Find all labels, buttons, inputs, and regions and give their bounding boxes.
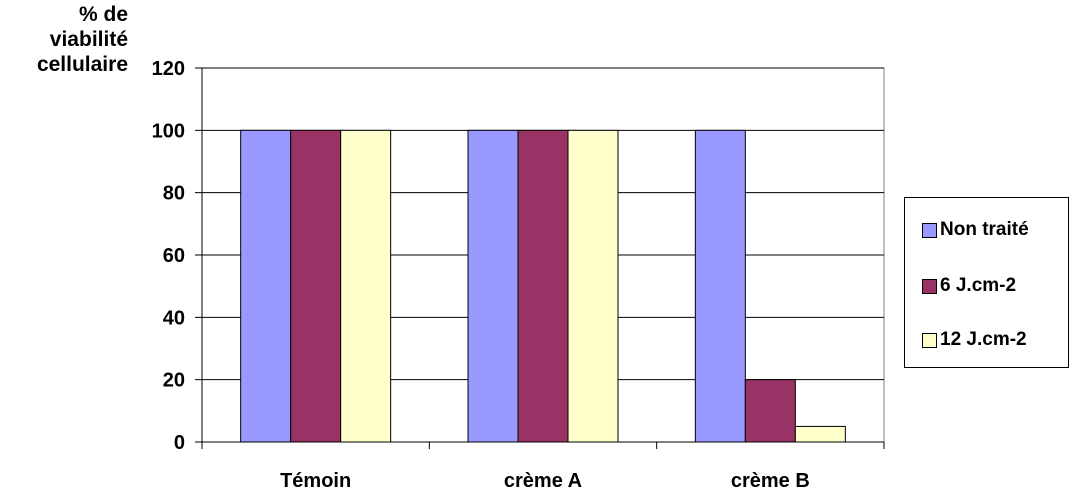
legend: Non traité 6 J.cm-2 12 J.cm-2 (904, 197, 1069, 368)
legend-label-12-jcm2: 12 J.cm-2 (940, 329, 1027, 350)
legend-label-6-jcm2: 6 J.cm-2 (940, 275, 1017, 296)
legend-swatch-6-jcm2 (922, 278, 937, 294)
y-tick-label: 60 (163, 245, 185, 267)
bar-t-moin-series-2 (290, 129, 342, 443)
bar-cr-me-a-series-1 (467, 129, 519, 443)
bar-cr-me-a-series-2 (517, 129, 569, 443)
y-axis-label-line-3: cellulaire (36, 53, 128, 76)
legend-item-12-jcm2: 12 J.cm-2 (922, 329, 1027, 351)
y-tick-label: 100 (152, 120, 185, 142)
y-tick-label: 0 (174, 432, 185, 454)
x-tick-label: crème B (731, 470, 810, 492)
legend-item-non-traite: Non traité (922, 219, 1029, 241)
bar-cr-me-a-series-3 (567, 129, 619, 443)
x-tick-label: crème A (504, 470, 582, 492)
bar-t-moin-series-3 (340, 129, 392, 443)
bar-cr-me-b-series-2 (744, 379, 796, 443)
y-axis-label: % de viabilité cellulaire (0, 2, 128, 77)
y-tick-label: 20 (163, 370, 185, 392)
legend-label-non-traite: Non traité (940, 219, 1029, 240)
y-tick-label: 40 (163, 307, 185, 329)
x-tick-label: Témoin (280, 470, 351, 492)
y-tick-label: 120 (152, 58, 185, 80)
y-axis-label-line-1: % de (78, 3, 128, 26)
legend-item-6-jcm2: 6 J.cm-2 (922, 275, 1016, 297)
y-axis-label-line-2: viabilité (49, 28, 128, 51)
y-tick-label: 80 (163, 183, 185, 205)
bar-t-moin-series-1 (240, 129, 292, 443)
legend-swatch-non-traite (922, 222, 937, 238)
bar-cr-me-b-series-3 (794, 425, 846, 443)
bar-cr-me-b-series-1 (694, 129, 746, 443)
legend-swatch-12-jcm2 (922, 332, 937, 348)
